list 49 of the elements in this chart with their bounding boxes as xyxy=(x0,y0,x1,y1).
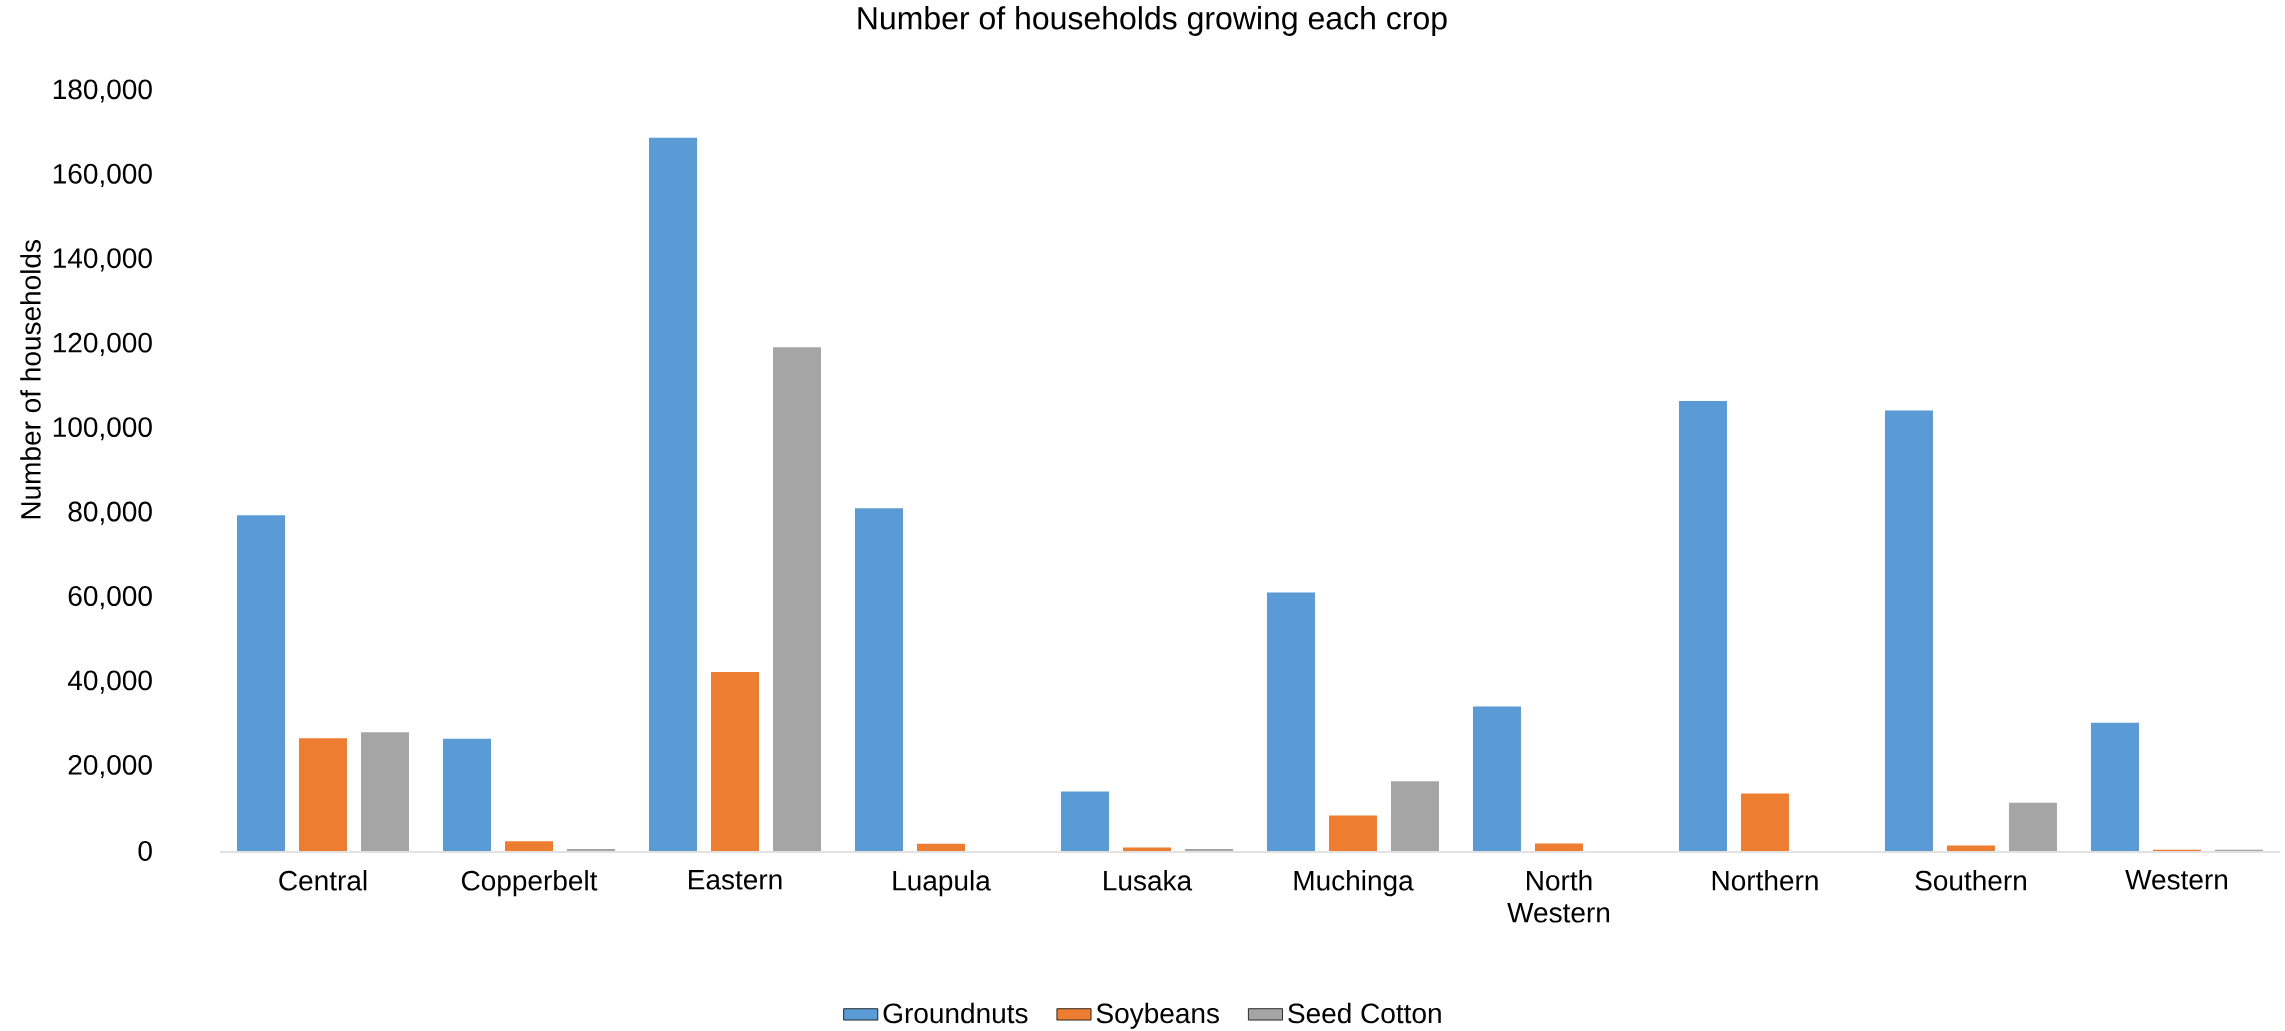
y-tick-label: 160,000 xyxy=(53,163,152,187)
bar xyxy=(505,841,553,851)
x-tick-label: Lusaka xyxy=(1104,870,1193,891)
bar xyxy=(1884,410,1933,851)
bar xyxy=(361,732,409,851)
y-axis-title: Number of households xyxy=(20,240,41,519)
bar xyxy=(1266,592,1315,851)
bar xyxy=(772,347,821,851)
bar xyxy=(648,137,697,851)
bar xyxy=(1328,815,1377,851)
x-tick-label: Central xyxy=(279,870,367,891)
bar xyxy=(1472,706,1521,851)
legend-label: Groundnuts xyxy=(883,1002,1028,1024)
bar xyxy=(237,515,285,851)
bar xyxy=(1740,793,1789,851)
y-tick-label: 120,000 xyxy=(53,332,152,356)
x-tick-label: Eastern xyxy=(689,870,782,890)
y-tick-label: 20,000 xyxy=(68,754,152,779)
bar xyxy=(2090,722,2139,851)
bar xyxy=(1184,848,1233,851)
y-tick-label: 80,000 xyxy=(68,501,152,525)
bar xyxy=(2008,802,2057,851)
x-tick-label: Copperbelt xyxy=(461,870,598,897)
bar xyxy=(1534,843,1583,851)
bar xyxy=(1390,781,1439,851)
x-tick-label: Muchinga xyxy=(1294,870,1414,897)
bar xyxy=(1678,400,1727,851)
x-tick-label: Luapula xyxy=(893,870,991,897)
x-tick-label: North Western xyxy=(1507,870,1610,923)
bar xyxy=(1946,845,1995,851)
x-tick-label: Southern xyxy=(1915,870,2026,891)
y-tick-label: 140,000 xyxy=(53,248,152,272)
bar xyxy=(443,738,491,851)
legend-label: Seed Cotton xyxy=(1288,1002,1441,1024)
bar xyxy=(299,738,348,851)
y-tick-label: 40,000 xyxy=(67,670,152,694)
bar xyxy=(711,671,759,851)
x-tick-label: Western xyxy=(2125,870,2228,890)
x-tick-label: Northern xyxy=(1712,870,1818,891)
y-tick-label: 100,000 xyxy=(53,417,152,441)
bar xyxy=(854,508,903,851)
bar xyxy=(567,848,615,851)
y-tick-label: 0 xyxy=(138,841,152,861)
bar xyxy=(1060,791,1109,851)
y-tick-label: 60,000 xyxy=(68,586,152,610)
bar xyxy=(916,843,965,851)
y-tick-label: 180,000 xyxy=(53,79,152,103)
chart-title: Number of households growing each crop xyxy=(858,6,1447,36)
legend-label: Soybeans xyxy=(1096,1002,1219,1029)
